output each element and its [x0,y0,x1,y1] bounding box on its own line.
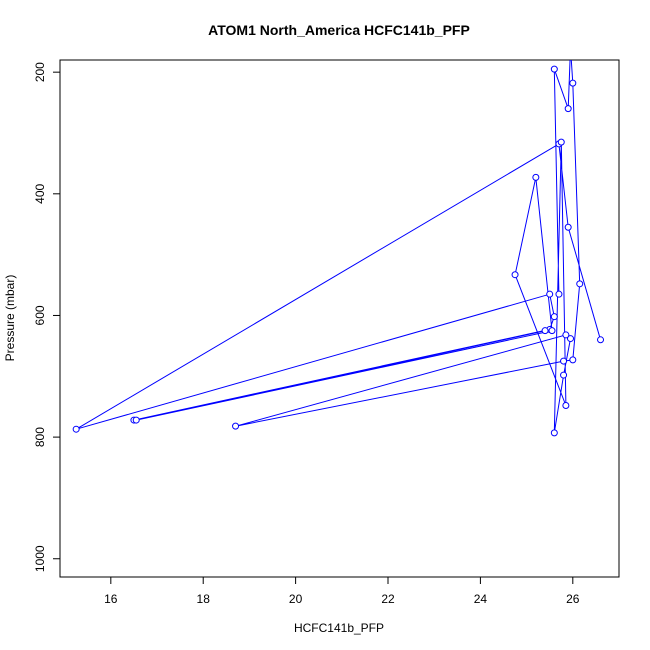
y-tick-label: 400 [33,183,47,203]
data-point [546,290,554,298]
x-tick-label: 26 [566,592,580,606]
plot-frame [59,59,620,578]
data-point [564,223,572,231]
x-tick-label: 22 [381,592,395,606]
data-point [566,335,574,343]
data-point [532,173,540,181]
y-tick-label: 800 [33,427,47,447]
y-axis: 200 400 600 800 1000 [33,62,61,572]
data-point [555,290,563,298]
x-tick-label: 16 [104,592,118,606]
data-point [550,313,558,321]
data-point [576,280,584,288]
data-point [541,327,549,335]
plot-area [72,60,605,437]
series-line [75,60,601,433]
x-tick-label: 24 [474,592,488,606]
x-axis-label: HCFC141b_PFP [294,621,384,635]
data-point [560,357,568,365]
y-axis-label: Pressure (mbar) [3,275,17,362]
data-point [550,429,558,437]
x-axis: 16 18 20 22 24 26 [104,576,580,606]
y-tick-label: 1000 [33,545,47,572]
data-point [511,271,519,279]
data-point [597,336,605,344]
series-lines [75,60,601,433]
data-point [548,327,556,335]
data-point [72,425,80,433]
data-point [550,65,558,73]
y-tick-label: 200 [33,62,47,82]
data-point [232,422,240,430]
series-points [72,65,605,437]
data-point [132,416,140,424]
x-tick-label: 20 [289,592,303,606]
y-tick-label: 600 [33,305,47,325]
data-point [560,371,568,379]
data-point [569,79,577,87]
data-point [564,105,572,113]
data-point [557,138,565,146]
data-point [562,401,570,409]
data-point [562,331,570,339]
data-point [569,356,577,364]
chart-title: ATOM1 North_America HCFC141b_PFP [208,22,470,38]
x-tick-label: 18 [197,592,211,606]
